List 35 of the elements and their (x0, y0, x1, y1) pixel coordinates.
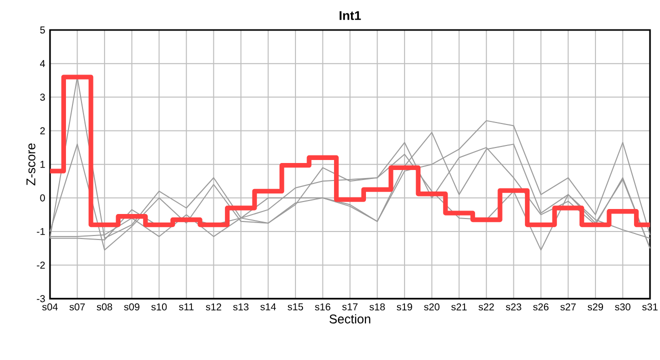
x-tick-label: s08 (96, 303, 112, 310)
x-tick-label: s29 (588, 303, 604, 310)
x-tick-label: s15 (288, 303, 304, 310)
x-tick-label: s12 (206, 303, 222, 310)
x-tick-label: s11 (178, 303, 194, 310)
x-tick-label: s18 (370, 303, 385, 310)
x-tick-label: s09 (124, 303, 140, 310)
y-axis-title: Z-score (26, 144, 36, 186)
y-tick-label: -3 (36, 295, 45, 302)
y-tick-label: 0 (40, 194, 45, 202)
x-tick-label: s27 (560, 303, 576, 310)
x-tick-label: s14 (260, 303, 276, 310)
y-tick-label: -1 (36, 228, 45, 235)
y-tick-label: 2 (40, 127, 45, 134)
x-tick-label: s10 (151, 303, 167, 310)
y-tick-label: 3 (40, 94, 45, 101)
y-tick-label: 1 (40, 160, 45, 168)
x-tick-label: s19 (396, 303, 412, 310)
x-tick-label: s22 (478, 303, 494, 310)
x-tick-label: s23 (506, 303, 522, 310)
y-tick-label: 5 (40, 26, 45, 34)
x-tick-label: s20 (424, 303, 440, 310)
x-axis-title: Section (330, 314, 370, 324)
x-tick-label: s26 (533, 303, 549, 310)
x-tick-label: s13 (233, 303, 249, 310)
x-tick-label: s16 (314, 303, 330, 310)
x-tick-label: s21 (451, 303, 467, 310)
y-tick-label: -2 (36, 262, 45, 269)
x-tick-label: s04 (42, 303, 58, 310)
x-tick-label: s07 (70, 303, 85, 310)
x-tick-label: s30 (614, 303, 630, 310)
x-tick-label: s31 (642, 303, 658, 310)
x-tick-label: s17 (342, 303, 358, 310)
chart-title: Int1 (340, 11, 361, 20)
y-tick-label: 4 (40, 60, 46, 68)
